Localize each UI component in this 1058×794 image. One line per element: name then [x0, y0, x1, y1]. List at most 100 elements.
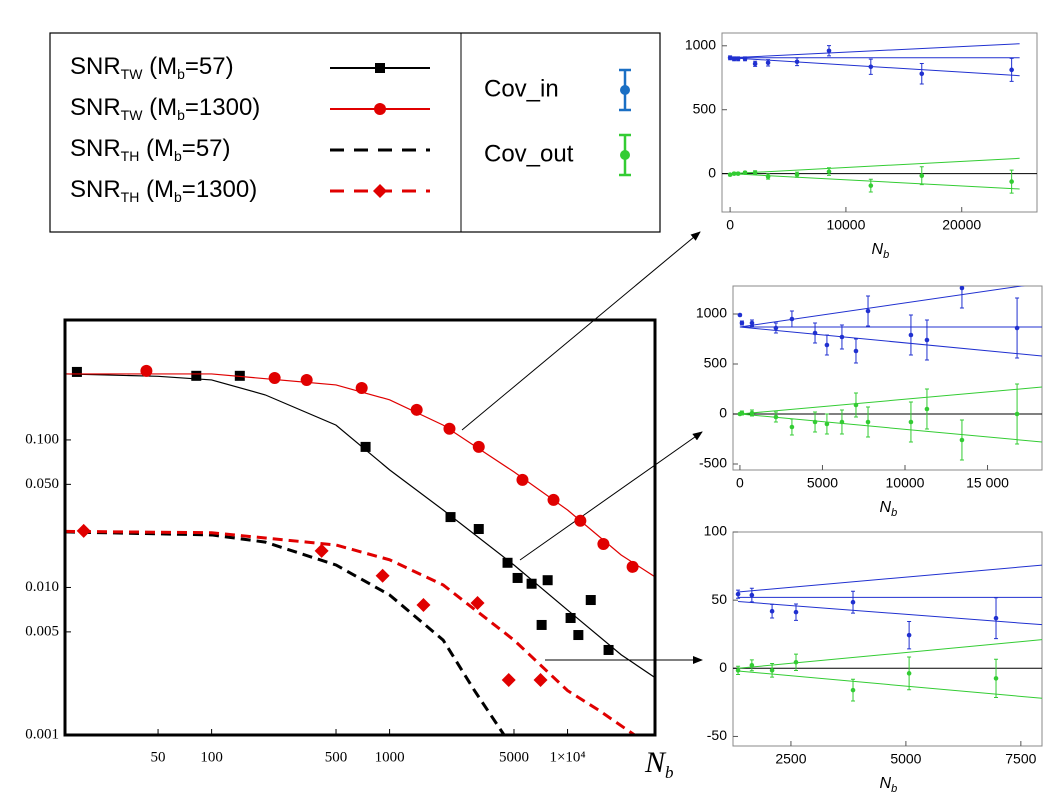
label-part: (M	[139, 135, 174, 162]
point	[735, 591, 741, 597]
marker	[626, 560, 639, 573]
x-tick-label: 5000	[499, 749, 529, 765]
subscript: b	[177, 66, 185, 82]
point	[737, 312, 743, 318]
plot-area	[733, 286, 1042, 461]
marker	[71, 366, 82, 377]
point	[769, 608, 775, 614]
subscript: b	[891, 507, 897, 519]
x-tick-label: 10000	[826, 217, 865, 233]
point	[853, 402, 859, 408]
y-tick-label: 500	[693, 100, 717, 116]
plot-area	[722, 43, 1037, 194]
fit-line	[739, 386, 1042, 415]
point	[850, 687, 856, 693]
point	[993, 615, 999, 621]
point	[853, 348, 859, 354]
y-tick-label: 1000	[685, 36, 716, 52]
marker	[547, 493, 560, 506]
x-axis-label: Nb	[872, 241, 890, 260]
point	[824, 421, 830, 427]
marker	[473, 524, 484, 535]
plot-frame	[721, 32, 1038, 213]
label-part: N	[880, 499, 892, 516]
label-part: (M	[142, 94, 177, 121]
y-tick-label: 1000	[696, 305, 727, 321]
marker	[512, 572, 523, 583]
marker	[445, 512, 456, 523]
marker	[533, 672, 548, 687]
marker	[375, 63, 385, 73]
fit-line	[738, 670, 1042, 699]
y-tick-label: 0.050	[25, 476, 59, 492]
y-tick-label: 0.005	[25, 623, 59, 639]
series	[65, 530, 506, 735]
y-tick-label: 0	[719, 405, 727, 421]
point	[735, 668, 741, 673]
marker	[300, 373, 313, 386]
subscript: b	[891, 783, 897, 794]
y-tick-label: 500	[704, 355, 728, 371]
point	[908, 332, 914, 338]
point	[739, 320, 745, 326]
fit-line	[730, 43, 1020, 59]
legend-label: Cov_out	[484, 140, 574, 167]
marker	[416, 598, 431, 613]
point	[908, 419, 914, 425]
point	[1009, 67, 1014, 73]
legend-label: Cov_in	[484, 75, 559, 102]
marker	[470, 595, 485, 610]
x-tick-label: 1×10⁴	[549, 749, 585, 765]
plot-frame	[732, 285, 1043, 471]
point	[794, 59, 800, 65]
x-axis-label: Nb	[880, 499, 898, 518]
fit-line	[738, 601, 1042, 626]
marker	[410, 403, 423, 416]
x-tick-label: 20000	[942, 217, 981, 233]
x-tick-label: 5000	[807, 475, 838, 491]
point	[959, 286, 965, 291]
point	[1014, 325, 1020, 331]
label-part: SNR	[70, 94, 121, 121]
subscript: TH	[121, 189, 140, 205]
subscript: b	[174, 189, 182, 205]
marker	[472, 440, 485, 453]
point	[752, 170, 758, 175]
marker	[585, 595, 596, 606]
point	[993, 676, 999, 681]
point	[865, 308, 871, 314]
y-tick-label: -50	[707, 727, 727, 743]
legend-point	[620, 85, 630, 95]
fit-curve	[65, 530, 506, 735]
point	[865, 419, 871, 425]
point	[735, 56, 741, 62]
marker	[191, 370, 202, 381]
marker	[573, 630, 584, 641]
plot-area	[733, 564, 1042, 702]
point	[727, 55, 733, 61]
x-tick-label: 15 000	[966, 475, 1009, 491]
arrow	[461, 231, 701, 431]
fit-line	[730, 57, 1020, 77]
point	[1009, 179, 1014, 184]
subscript: TW	[121, 66, 144, 82]
x-axis-label: Nb	[880, 775, 898, 794]
label-part: =57)	[185, 53, 234, 80]
point	[742, 56, 748, 62]
fit-line	[730, 173, 1020, 190]
marker	[565, 612, 576, 623]
point	[731, 56, 737, 62]
marker	[234, 370, 245, 381]
x-tick-label: 50	[151, 749, 166, 765]
marker	[76, 523, 91, 538]
fit-line	[730, 157, 1020, 175]
point	[959, 437, 965, 443]
marker	[502, 557, 513, 568]
point	[924, 337, 930, 343]
marker	[542, 575, 553, 586]
point	[765, 174, 771, 179]
subscript: b	[883, 249, 889, 261]
subscript: b	[174, 148, 182, 164]
point	[1014, 411, 1020, 417]
point	[765, 60, 771, 66]
